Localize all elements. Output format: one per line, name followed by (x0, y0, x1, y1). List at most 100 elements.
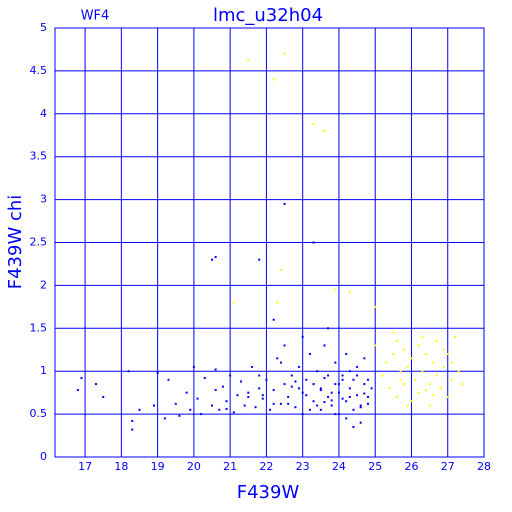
point (392, 331, 395, 334)
x-tick-label: 22 (259, 460, 273, 473)
point (229, 374, 232, 377)
plot-frame (54, 27, 485, 458)
x-tick-label: 19 (151, 460, 165, 473)
x-tick-label: 20 (187, 460, 201, 473)
point (298, 387, 301, 390)
point (312, 400, 315, 403)
point (366, 378, 369, 381)
point (185, 391, 188, 394)
y-tick-label: 3 (40, 193, 47, 206)
y-axis-label: F439W chi (5, 195, 26, 290)
point (76, 389, 79, 392)
point (312, 123, 315, 126)
point (254, 406, 257, 409)
point (359, 406, 362, 409)
point (196, 397, 199, 400)
point (381, 374, 384, 377)
point (243, 404, 246, 407)
x-tick-label: 24 (332, 460, 346, 473)
y-tick-label: 0.5 (30, 407, 48, 420)
y-tick-label: 1.5 (30, 321, 48, 334)
y-tick-label: 3.5 (30, 150, 48, 163)
x-tick-label: 25 (368, 460, 382, 473)
point (131, 428, 134, 431)
point (279, 268, 282, 271)
point (403, 348, 406, 351)
point (428, 404, 431, 407)
x-tick-label: 18 (114, 460, 128, 473)
point (214, 389, 217, 392)
point (327, 395, 330, 398)
point (276, 357, 279, 360)
point (410, 357, 413, 360)
point (443, 348, 446, 351)
point (352, 425, 355, 428)
point (421, 370, 424, 373)
point (287, 402, 290, 405)
point (417, 344, 420, 347)
point (337, 383, 340, 386)
point (446, 353, 449, 356)
point (218, 408, 221, 411)
point (312, 241, 315, 244)
point (163, 417, 166, 420)
point (272, 402, 275, 405)
point (446, 395, 449, 398)
point (283, 344, 286, 347)
point (167, 378, 170, 381)
point (348, 370, 351, 373)
point (334, 383, 337, 386)
point (261, 394, 264, 397)
point (403, 383, 406, 386)
point (334, 288, 337, 291)
point (334, 413, 337, 416)
point (388, 387, 391, 390)
point (435, 374, 438, 377)
point (406, 404, 409, 407)
point (225, 400, 228, 403)
point (290, 385, 293, 388)
point (323, 401, 326, 404)
point (247, 395, 250, 398)
y-tick-label: 4 (40, 107, 47, 120)
point (327, 374, 330, 377)
point (258, 258, 261, 261)
point (395, 395, 398, 398)
point (399, 370, 402, 373)
point (424, 353, 427, 356)
point (323, 129, 326, 132)
point (330, 391, 333, 394)
point (247, 59, 250, 62)
y-tick-label: 2 (40, 278, 47, 291)
point (385, 361, 388, 364)
point (279, 402, 282, 405)
point (294, 380, 297, 383)
point (359, 404, 362, 407)
point (345, 353, 348, 356)
point (80, 377, 83, 380)
point (421, 335, 424, 338)
point (236, 394, 239, 397)
point (356, 394, 359, 397)
point (301, 413, 304, 416)
point (301, 335, 304, 338)
point (312, 383, 315, 386)
point (424, 389, 427, 392)
point (214, 256, 217, 259)
point (345, 400, 348, 403)
point (439, 387, 442, 390)
point (261, 397, 264, 400)
point (334, 361, 337, 364)
point (156, 371, 159, 374)
chart-title: lmc_u32h04 (213, 5, 323, 26)
point (279, 361, 282, 364)
point (265, 378, 268, 381)
point (174, 402, 177, 405)
point (131, 419, 134, 422)
point (258, 387, 261, 390)
point (232, 411, 235, 414)
point (450, 361, 453, 364)
point (432, 361, 435, 364)
